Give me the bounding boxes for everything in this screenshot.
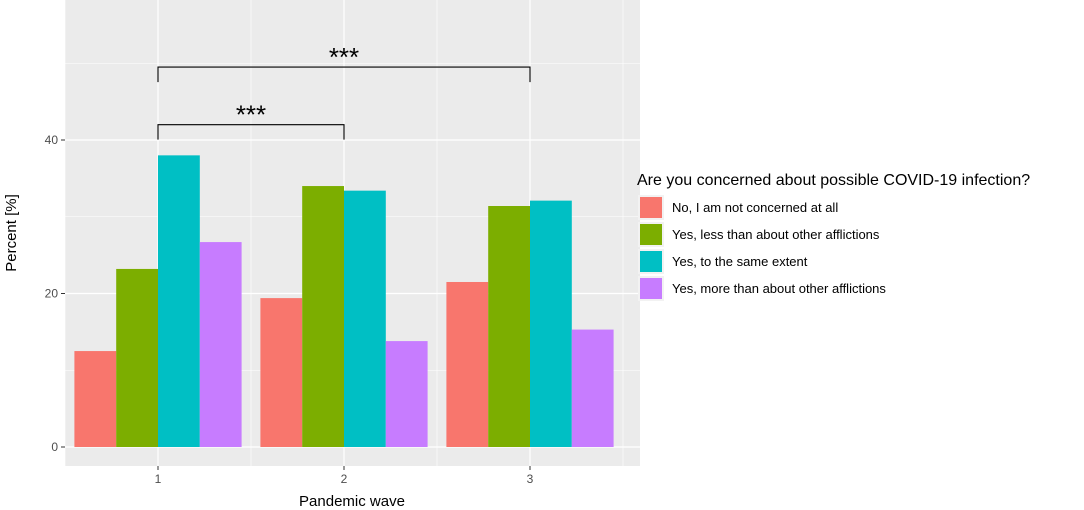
significance-bracket <box>157 124 345 140</box>
legend-label: Yes, to the same extent <box>672 254 808 269</box>
legend-key <box>640 224 662 245</box>
y-tick-label: 40 <box>45 133 59 147</box>
legend-label: Yes, less than about other afflictions <box>672 227 880 242</box>
legend-label: No, I am not concerned at all <box>672 200 838 215</box>
bar <box>74 351 117 447</box>
significance-brackets: *** *** <box>157 42 531 140</box>
legend: Are you concerned about possible COVID-1… <box>637 172 1030 301</box>
x-axis-title: Pandemic wave <box>299 493 405 510</box>
x-tick-label: 2 <box>341 472 348 486</box>
legend-title: Are you concerned about possible COVID-1… <box>637 172 1030 189</box>
x-tick-label: 1 <box>155 472 162 486</box>
x-axis: 1 2 3 <box>155 466 534 486</box>
bar <box>116 268 158 447</box>
legend-label: Yes, more than about other afflictions <box>672 281 886 296</box>
significance-bracket <box>157 66 531 83</box>
bar <box>385 341 428 447</box>
significance-label: *** <box>329 42 359 72</box>
bar <box>488 206 530 447</box>
x-tick-label: 3 <box>527 472 534 486</box>
y-tick-label: 20 <box>45 287 59 301</box>
bar <box>571 329 614 447</box>
bar <box>199 242 242 447</box>
legend-key <box>640 197 662 218</box>
bar <box>530 200 572 447</box>
legend-key <box>640 251 662 272</box>
bar <box>158 155 200 447</box>
significance-label: *** <box>236 100 266 130</box>
legend-key <box>640 278 662 299</box>
bar <box>260 298 303 447</box>
y-axis: 0 20 40 <box>45 133 65 454</box>
y-axis-title: Percent [%] <box>3 194 20 272</box>
bar <box>302 186 344 448</box>
bar <box>446 281 489 447</box>
bar <box>344 190 386 447</box>
y-tick-label: 0 <box>51 440 58 454</box>
bars-group <box>74 155 614 448</box>
